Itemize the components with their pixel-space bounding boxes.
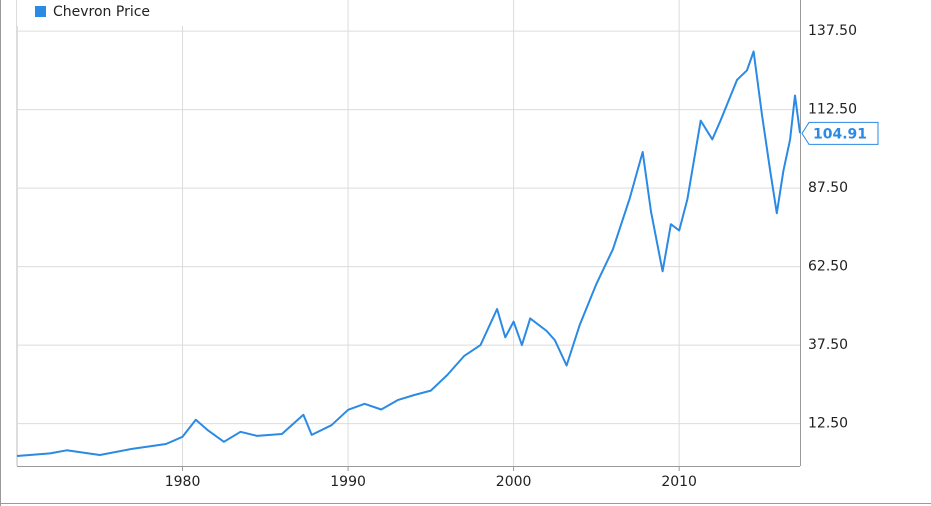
y-tick-label: 87.50 — [808, 180, 848, 196]
y-tick-label: 12.50 — [808, 416, 848, 432]
y-tick-label: 62.50 — [808, 259, 848, 275]
x-tick-label: 2000 — [496, 474, 532, 490]
series-line — [16, 50, 801, 457]
y-tick-label: 37.50 — [808, 337, 848, 353]
x-tick-label: 1980 — [165, 474, 201, 490]
value-flag — [801, 121, 879, 145]
y-tick-label: 137.50 — [808, 23, 857, 39]
legend-swatch — [35, 6, 46, 17]
x-tick-label: 1990 — [330, 474, 366, 490]
legend: Chevron Price — [17, 0, 184, 26]
value-label: 104.91 — [813, 126, 867, 142]
legend-label: Chevron Price — [53, 4, 150, 20]
x-tick-label: 2010 — [661, 474, 697, 490]
y-tick-label: 112.50 — [808, 102, 857, 118]
